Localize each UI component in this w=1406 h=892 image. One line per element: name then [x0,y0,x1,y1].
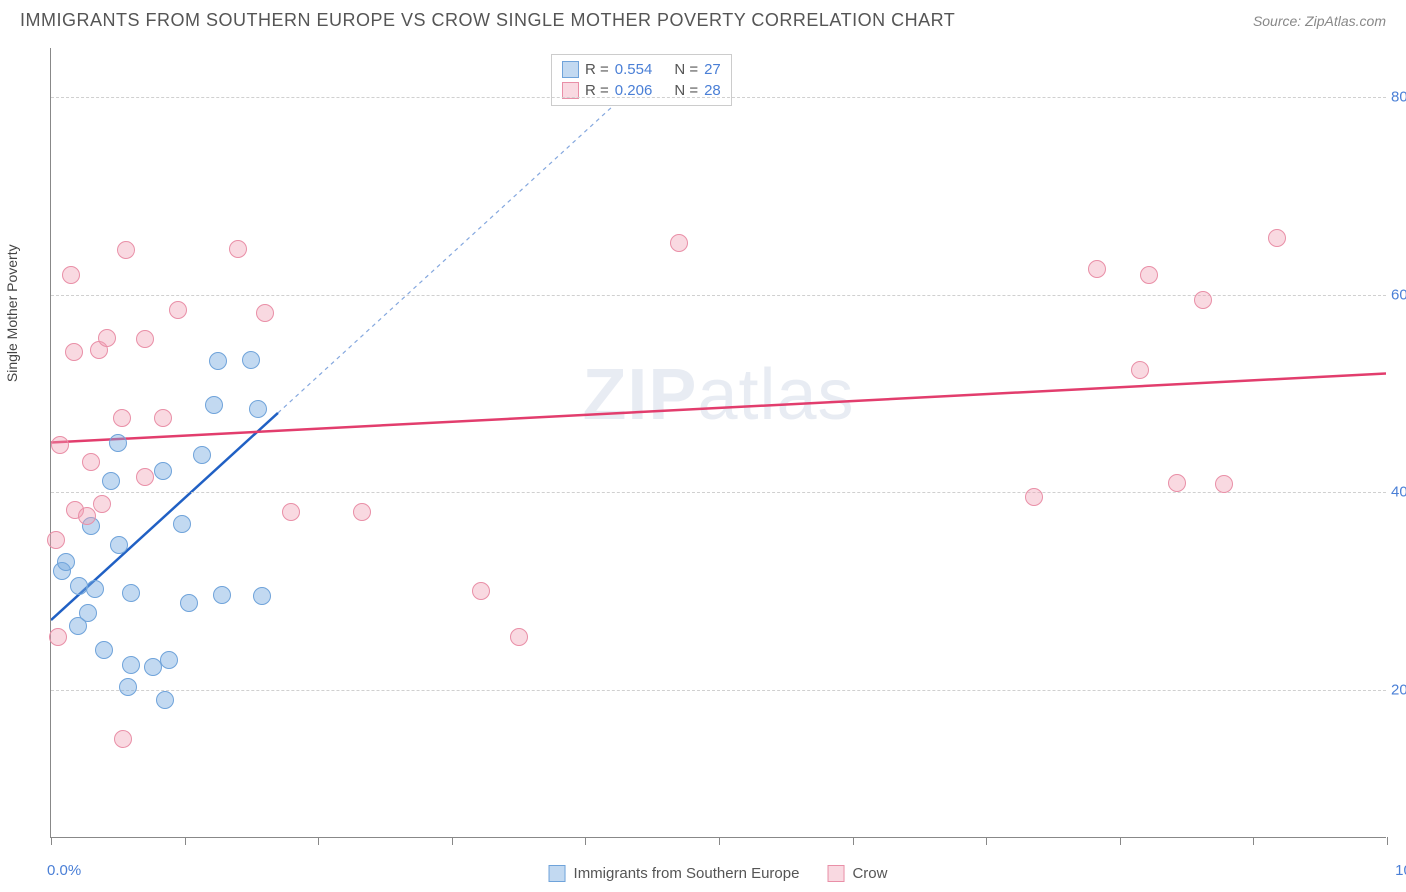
gridline [51,690,1386,691]
data-point-blue [205,396,223,414]
x-tick [185,837,186,845]
x-tick [719,837,720,845]
legend-series-item: Crow [827,865,887,882]
x-tick [1120,837,1121,845]
data-point-blue [156,691,174,709]
data-point-blue [242,351,260,369]
plot-area: ZIPatlas R = 0.554 N = 27 R = 0.206 N = … [50,48,1386,838]
x-tick [986,837,987,845]
legend-r-value: 0.554 [615,61,653,78]
data-point-blue [79,604,97,622]
data-point-blue [160,651,178,669]
legend-n-value: 27 [704,61,721,78]
data-point-pink [98,329,116,347]
data-point-blue [144,658,162,676]
data-point-pink [113,409,131,427]
chart-header: IMMIGRANTS FROM SOUTHERN EUROPE VS CROW … [0,0,1406,37]
legend-series: Immigrants from Southern Europe Crow [549,865,888,882]
data-point-pink [256,304,274,322]
data-point-pink [51,436,69,454]
data-point-pink [1168,474,1186,492]
data-point-pink [510,628,528,646]
trend-lines [51,48,1386,837]
data-point-pink [47,531,65,549]
x-tick [318,837,319,845]
x-tick-label-max: 100.0% [1395,862,1406,879]
data-point-pink [136,330,154,348]
x-tick [51,837,52,845]
data-point-blue [253,587,271,605]
data-point-blue [86,580,104,598]
data-point-blue [95,641,113,659]
data-point-pink [1140,266,1158,284]
data-point-blue [110,536,128,554]
data-point-pink [136,468,154,486]
y-axis-label: Single Mother Poverty [4,244,20,382]
x-tick [585,837,586,845]
legend-correlation-row: R = 0.554 N = 27 [562,59,721,80]
data-point-blue [173,515,191,533]
data-point-pink [1131,361,1149,379]
gridline [51,97,1386,98]
x-tick [1253,837,1254,845]
data-point-pink [93,495,111,513]
data-point-blue [213,586,231,604]
watermark-light: atlas [697,355,854,435]
data-point-blue [154,462,172,480]
data-point-blue [57,553,75,571]
legend-swatch [562,61,579,78]
legend-swatch [827,865,844,882]
data-point-pink [117,241,135,259]
data-point-pink [114,730,132,748]
data-point-pink [670,234,688,252]
data-point-pink [169,301,187,319]
data-point-blue [249,400,267,418]
y-tick-label: 60.0% [1391,286,1406,303]
data-point-pink [78,507,96,525]
legend-series-label: Crow [852,865,887,882]
data-point-pink [472,582,490,600]
data-point-pink [1194,291,1212,309]
gridline [51,492,1386,493]
y-tick-label: 40.0% [1391,484,1406,501]
x-tick [452,837,453,845]
data-point-blue [193,446,211,464]
chart-container: ZIPatlas R = 0.554 N = 27 R = 0.206 N = … [50,48,1386,838]
watermark-bold: ZIP [582,355,697,435]
data-point-blue [209,352,227,370]
legend-series-label: Immigrants from Southern Europe [574,865,800,882]
data-point-blue [180,594,198,612]
data-point-pink [154,409,172,427]
legend-series-item: Immigrants from Southern Europe [549,865,800,882]
chart-title: IMMIGRANTS FROM SOUTHERN EUROPE VS CROW … [20,10,955,31]
data-point-pink [82,453,100,471]
data-point-blue [122,656,140,674]
data-point-pink [1088,260,1106,278]
y-tick-label: 80.0% [1391,89,1406,106]
gridline [51,295,1386,296]
data-point-pink [62,266,80,284]
data-point-pink [49,628,67,646]
x-tick-label-min: 0.0% [47,862,81,879]
data-point-pink [65,343,83,361]
data-point-pink [229,240,247,258]
data-point-blue [119,678,137,696]
data-point-pink [353,503,371,521]
x-tick [1387,837,1388,845]
data-point-blue [102,472,120,490]
legend-n-label: N = [674,61,698,78]
legend-r-label: R = [585,61,609,78]
data-point-pink [1025,488,1043,506]
data-point-blue [122,584,140,602]
legend-swatch [549,865,566,882]
y-tick-label: 20.0% [1391,681,1406,698]
data-point-blue [70,577,88,595]
data-point-pink [1268,229,1286,247]
data-point-pink [1215,475,1233,493]
chart-source: Source: ZipAtlas.com [1253,13,1386,29]
data-point-pink [282,503,300,521]
watermark: ZIPatlas [582,354,854,436]
x-tick [853,837,854,845]
data-point-blue [109,434,127,452]
